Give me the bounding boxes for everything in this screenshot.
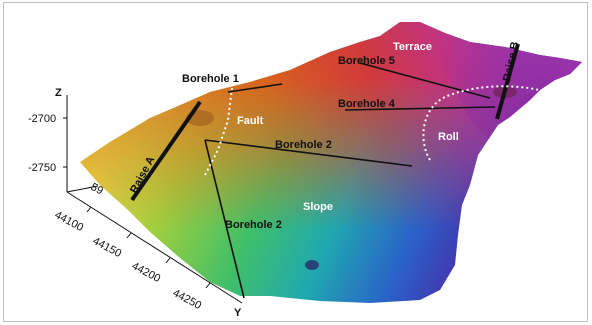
y-axis-label: Y [234,307,242,319]
borehole-2-lower-label: Borehole 2 [225,219,282,231]
y-tick-mark [86,206,92,213]
y-tick-label: 44100 [53,209,86,234]
terrain-pit [305,260,319,270]
x-tick-label: 59 [89,181,105,197]
terrain-purple-region [420,22,582,140]
z-tick-label: -2700 [28,113,56,125]
borehole-2-lower-line [204,139,245,299]
fault-label: Fault [237,115,264,127]
y-tick-label: 44150 [91,235,124,260]
borehole-1-label: Borehole 1 [182,73,239,85]
y-axis-line [66,191,243,304]
y-tick-label: 44250 [171,287,204,312]
borehole-1-line [227,83,283,93]
borehole-2-upper-label: Borehole 2 [275,139,332,151]
y-tick-label: 44200 [130,260,163,285]
roll-label: Roll [438,131,459,143]
slope-label: Slope [303,201,333,213]
z-tick-label: -2750 [28,162,56,174]
y-tick-mark [165,257,171,264]
borehole-4-label: Borehole 4 [338,98,396,110]
terrace-label: Terrace [393,41,432,53]
y-tick-mark [126,232,132,239]
borehole-5-label: Borehole 5 [338,55,395,67]
borehole-2-upper-line [204,139,413,167]
x-axis-line [66,185,99,193]
borehole-4-line [344,106,496,111]
z-axis-label: Z [55,87,62,99]
raise-b-line [495,43,520,120]
raise-a-line [130,100,202,202]
fault-dotted-line [204,87,233,176]
y-tick-mark [205,282,211,289]
borehole-5-line [359,62,491,99]
